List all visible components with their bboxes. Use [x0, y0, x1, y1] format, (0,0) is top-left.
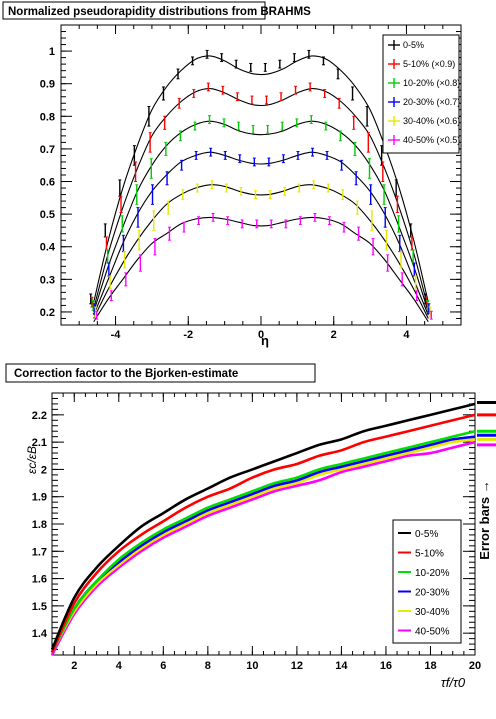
bottom-legend-label: 30-40% [415, 607, 450, 618]
bottom-xlabel: τf/τ0 [441, 675, 466, 690]
top-fit-curve [93, 120, 429, 313]
bottom-ytick-label: 2 [41, 464, 47, 476]
top-title: Normalized pseudorapidity distributions … [8, 6, 311, 18]
top-ytick-label: 0.2 [40, 307, 55, 319]
bottom-xtick-label: 4 [116, 660, 123, 672]
top-legend-label: 30-40% (×0.6) [403, 116, 460, 126]
top-ytick-label: 0.7 [40, 144, 55, 156]
bottom-title: Correction factor to the Bjorken-estimat… [14, 368, 238, 380]
bottom-xtick-label: 6 [160, 660, 166, 672]
top-ytick-label: 0.9 [40, 79, 55, 91]
top-xtick-label: 4 [403, 329, 410, 341]
top-legend-label: 0-5% [403, 40, 424, 50]
top-legend-label: 5-10% (×0.9) [403, 59, 455, 69]
top-xtick-label: -4 [111, 329, 122, 341]
top-legend-label: 10-20% (×0.8) [403, 78, 460, 88]
bottom-xtick-label: 8 [205, 660, 211, 672]
top-fit-curve [93, 151, 429, 316]
top-fit-curve [93, 55, 429, 303]
top-ytick-label: 0.5 [40, 209, 55, 221]
top-ytick-label: 0.4 [40, 242, 56, 254]
top-ytick-label: 0.8 [40, 111, 55, 123]
top-legend [382, 34, 460, 154]
bottom-series-line [50, 440, 476, 656]
bottom-xtick-label: 14 [335, 660, 348, 672]
top-title-box [2, 1, 266, 20]
bottom-legend [392, 519, 462, 644]
bottom-ytick-label: 1.5 [32, 601, 47, 613]
top-ytick-label: 0.6 [40, 177, 55, 189]
top-xtick-label: 0 [258, 329, 264, 341]
bottom-series-line [50, 435, 476, 653]
bottom-xtick-label: 12 [291, 660, 303, 672]
bottom-series-line [50, 438, 476, 653]
bottom-xtick-label: 16 [380, 660, 392, 672]
bottom-xtick-label: 2 [71, 660, 77, 672]
top-fit-curve [93, 216, 429, 323]
bottom-title-box [5, 363, 316, 383]
top-ytick-label: 1 [49, 46, 55, 58]
bottom-legend-label: 20-30% [415, 588, 450, 599]
top-fit-curve [93, 88, 429, 309]
bottom-legend-label: 10-20% [415, 568, 450, 579]
bottom-ytick-label: 2.2 [32, 410, 47, 422]
top-xtick-label: 2 [331, 329, 337, 341]
bottom-legend-label: 5-10% [415, 549, 444, 560]
bottom-marks: 2 4 6 8 10 12 14 16 18 20 1.4 1.5 1.6 1.7 1.8 1.9 2 2.1 2.… [32, 393, 496, 672]
pseudorapidity-panel: Normalized pseudorapidity distributions … [2, 1, 462, 348]
bottom-ytick-label: 1.8 [32, 519, 47, 531]
top-xtick-label: -2 [183, 329, 193, 341]
bottom-series-line [50, 429, 476, 653]
bottom-series-line [50, 402, 476, 651]
top-marks: -4 -2 0 2 4 0.2 0.3 0.4 0.5 0.6 0.7 0.8 0.9 1 0-5% 5-10… [40, 25, 461, 341]
bottom-xtick-label: 18 [424, 660, 436, 672]
bottom-ytick-label: 1.7 [32, 546, 47, 558]
top-xlabel: η [261, 333, 269, 348]
bottom-ylabel: εc/εB [25, 446, 39, 474]
bottom-series-line [50, 413, 476, 653]
bottom-ytick-label: 1.4 [32, 628, 48, 640]
bottom-xtick-label: 20 [469, 660, 481, 672]
bottom-legend-label: 40-50% [415, 627, 450, 638]
bottom-legend-label: 0-5% [415, 529, 438, 540]
top-legend-label: 40-50% (×0.5) [403, 135, 460, 145]
bottom-ytick-label: 2.1 [32, 437, 47, 449]
top-legend-label: 20-30% (×0.7) [403, 97, 460, 107]
bottom-ytick-label: 1.9 [32, 492, 47, 504]
correction-factor-panel: Correction factor to the Bjorken-estimat… [5, 363, 496, 690]
bottom-xtick-label: 10 [246, 660, 258, 672]
top-ytick-label: 0.3 [40, 274, 55, 286]
bottom-ytick-label: 1.6 [32, 574, 47, 586]
error-bars-label: Error bars → [477, 480, 492, 559]
